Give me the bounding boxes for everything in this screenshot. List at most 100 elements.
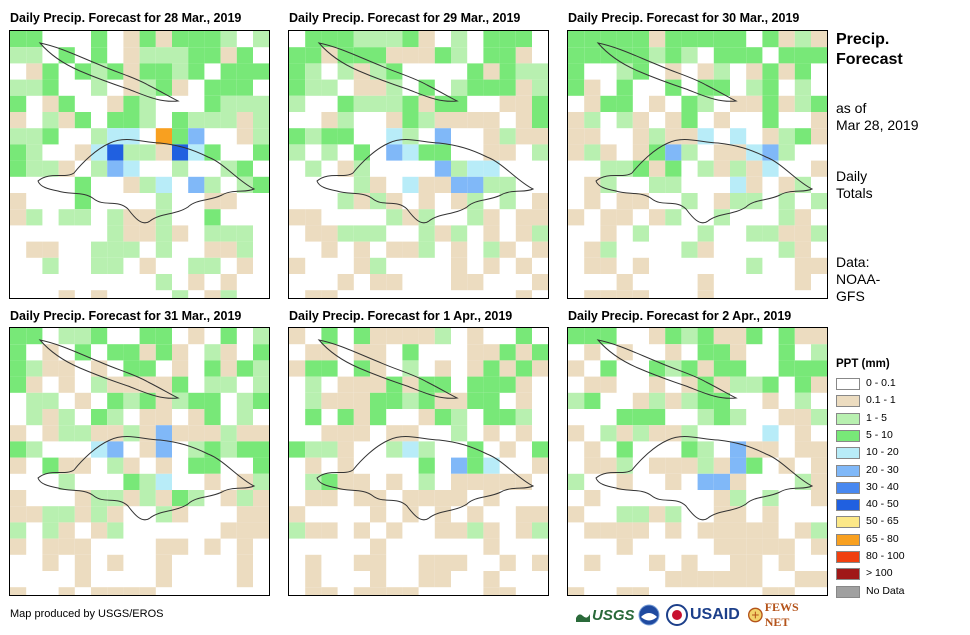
precip-cell <box>321 225 338 242</box>
legend-swatch <box>836 533 860 546</box>
precip-cell <box>253 473 269 490</box>
precip-cell <box>155 274 172 291</box>
precip-cell <box>26 376 43 393</box>
precip-cell <box>204 441 221 458</box>
precip-cell <box>139 473 156 490</box>
precip-cell <box>584 47 601 64</box>
precip-cell <box>402 47 419 64</box>
precip-cell <box>253 490 269 507</box>
precip-cell <box>337 128 354 145</box>
precip-cell <box>402 392 419 409</box>
precip-cell <box>236 47 253 64</box>
precip-cell <box>91 522 108 539</box>
legend-title: PPT (mm) <box>836 358 890 370</box>
precip-cell <box>762 225 779 242</box>
precip-cell <box>616 473 633 490</box>
precip-cell <box>123 47 140 64</box>
precip-cell <box>515 392 532 409</box>
legend-swatch <box>836 551 860 563</box>
precip-cell <box>746 328 763 345</box>
legend-swatch <box>836 447 860 460</box>
precip-cell <box>616 31 633 48</box>
precip-cell <box>649 209 666 226</box>
precip-cell <box>386 79 403 96</box>
precip-cell <box>58 425 75 442</box>
precip-cell <box>746 538 763 555</box>
precip-cell <box>811 328 827 345</box>
precip-cell <box>665 31 682 48</box>
precip-cell <box>483 63 500 80</box>
precip-cell <box>499 176 516 193</box>
precip-cell <box>370 79 387 96</box>
precip-cell <box>139 257 156 274</box>
precip-cell <box>236 257 253 274</box>
precip-cell <box>172 490 189 507</box>
precip-cell <box>665 160 682 177</box>
precip-cell <box>418 176 435 193</box>
precip-cell <box>91 290 108 298</box>
precip-cell <box>321 392 338 409</box>
precip-cell <box>236 79 253 96</box>
precip-cell <box>155 344 172 361</box>
precip-cell <box>778 241 795 258</box>
precip-cell <box>386 392 403 409</box>
precip-cell <box>386 112 403 129</box>
precip-cell <box>794 360 811 377</box>
precip-cell <box>172 63 189 80</box>
precip-cell <box>483 409 500 426</box>
precip-cell <box>483 176 500 193</box>
precip-cell <box>665 457 682 474</box>
precip-cell <box>746 95 763 112</box>
precip-cell <box>515 328 532 345</box>
usaid-seal-icon <box>666 604 688 626</box>
precip-cell <box>188 425 205 442</box>
precip-cell <box>253 522 269 539</box>
precip-cell <box>665 47 682 64</box>
precip-cell <box>42 257 59 274</box>
usaid-wordmark: USAID <box>690 606 740 623</box>
precip-cell <box>155 441 172 458</box>
precip-cell <box>91 425 108 442</box>
precip-cell <box>139 425 156 442</box>
precip-cell <box>532 360 548 377</box>
precip-cell <box>451 176 468 193</box>
precip-cell <box>155 506 172 523</box>
precip-cell <box>172 79 189 96</box>
precip-cell <box>532 128 548 145</box>
precip-cell <box>220 441 237 458</box>
precip-cell <box>649 392 666 409</box>
precip-cell <box>418 225 435 242</box>
precip-cell <box>418 193 435 210</box>
precip-cell <box>697 409 714 426</box>
precip-cell <box>483 257 500 274</box>
precip-cell <box>467 112 484 129</box>
precip-cell <box>665 571 682 588</box>
usaid-seal <box>666 600 688 630</box>
precip-grid-1 <box>10 31 269 298</box>
precip-cell <box>220 376 237 393</box>
precip-cell <box>305 522 322 539</box>
panel-title-2: Daily Precip. Forecast for 29 Mar., 2019 <box>289 11 521 25</box>
precip-cell <box>321 128 338 145</box>
precip-cell <box>123 160 140 177</box>
precip-cell <box>532 522 548 539</box>
precip-cell <box>451 392 468 409</box>
precip-cell <box>532 441 548 458</box>
precip-cell <box>123 473 140 490</box>
precip-cell <box>289 360 306 377</box>
legend-swatch <box>836 429 860 442</box>
precip-cell <box>778 538 795 555</box>
precip-cell <box>568 392 585 409</box>
precip-cell <box>665 506 682 523</box>
precip-cell <box>584 144 601 161</box>
precip-cell <box>681 376 698 393</box>
precip-cell <box>305 128 322 145</box>
precip-cell <box>289 441 306 458</box>
precip-cell <box>26 441 43 458</box>
precip-cell <box>515 290 532 298</box>
precip-cell <box>353 176 370 193</box>
coastline-cuba <box>317 339 459 399</box>
precip-cell <box>762 160 779 177</box>
precip-cell <box>305 47 322 64</box>
precip-cell <box>321 522 338 539</box>
